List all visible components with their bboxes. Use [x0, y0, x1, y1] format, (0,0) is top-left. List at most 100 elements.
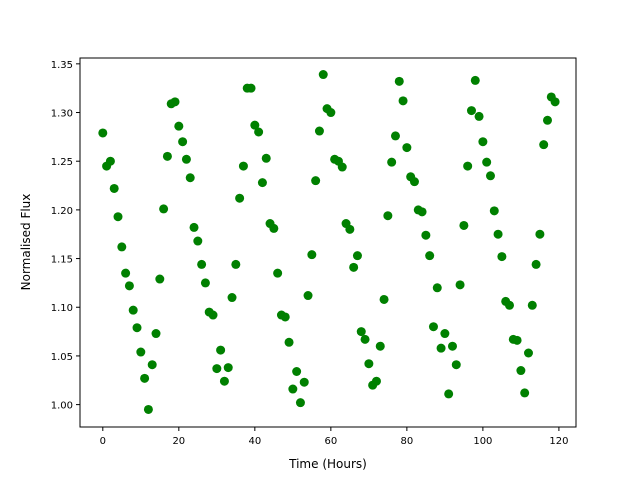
data-point: [189, 222, 199, 232]
data-point: [231, 259, 241, 269]
data-point: [523, 348, 533, 358]
y-tick-label: 1.05: [51, 352, 73, 363]
data-point: [235, 193, 245, 203]
y-tick-label: 1.00: [51, 401, 73, 412]
data-point: [402, 143, 412, 153]
data-points: [98, 70, 560, 414]
data-point: [497, 252, 507, 262]
data-point: [318, 70, 328, 80]
data-point: [417, 207, 427, 217]
data-point: [311, 176, 321, 186]
data-point: [409, 177, 419, 187]
data-point: [136, 347, 146, 357]
data-point: [181, 154, 191, 164]
data-point: [273, 268, 283, 278]
data-point: [482, 157, 492, 167]
data-point: [455, 280, 465, 290]
data-point: [238, 161, 248, 171]
data-point: [162, 151, 172, 161]
data-point: [326, 108, 336, 118]
data-point: [345, 224, 355, 234]
data-point: [425, 251, 435, 261]
data-point: [208, 310, 218, 320]
data-point: [288, 384, 298, 394]
data-point: [147, 360, 157, 370]
data-point: [185, 173, 195, 183]
data-point: [105, 156, 115, 166]
data-point: [531, 259, 541, 269]
data-point: [170, 97, 180, 107]
data-point: [444, 389, 454, 399]
data-point: [504, 300, 514, 310]
data-point: [535, 229, 545, 239]
data-point: [337, 162, 347, 172]
data-point: [352, 251, 362, 261]
data-point: [520, 388, 530, 398]
data-point: [451, 360, 461, 370]
data-point: [463, 161, 473, 171]
data-point: [223, 363, 233, 373]
data-point: [516, 366, 526, 376]
data-point: [493, 229, 503, 239]
data-point: [155, 274, 165, 284]
x-tick-label: 80: [400, 436, 413, 447]
data-point: [447, 341, 457, 351]
data-point: [132, 323, 142, 333]
x-tick-label: 60: [324, 436, 337, 447]
x-tick-label: 120: [549, 436, 568, 447]
data-point: [307, 250, 317, 260]
data-point: [254, 127, 264, 137]
data-point: [432, 283, 442, 293]
data-point: [246, 83, 256, 93]
data-point: [512, 335, 522, 345]
data-point: [466, 106, 476, 116]
data-point: [349, 262, 359, 272]
data-point: [151, 329, 161, 339]
data-point: [527, 300, 537, 310]
data-point: [387, 157, 397, 167]
data-point: [193, 236, 203, 246]
y-tick-label: 1.20: [51, 206, 73, 217]
data-point: [550, 97, 560, 107]
data-point: [295, 398, 305, 408]
plot-frame: [79, 57, 577, 428]
y-tick-label: 1.35: [51, 60, 73, 71]
data-point: [113, 212, 123, 222]
data-point: [398, 96, 408, 106]
data-point: [128, 305, 138, 315]
data-point: [219, 376, 229, 386]
x-tick-label: 40: [248, 436, 261, 447]
data-point: [178, 137, 188, 147]
data-point: [250, 120, 260, 130]
data-point: [143, 404, 153, 414]
data-point: [470, 75, 480, 85]
data-point: [375, 341, 385, 351]
data-point: [539, 140, 549, 150]
data-point: [390, 131, 400, 141]
data-point: [436, 343, 446, 353]
data-point: [257, 178, 267, 188]
data-point: [121, 268, 131, 278]
data-point: [197, 259, 207, 269]
data-point: [280, 312, 290, 322]
data-point: [109, 183, 119, 193]
data-point: [428, 322, 438, 332]
data-point: [261, 153, 271, 163]
data-point: [474, 111, 484, 121]
data-point: [379, 294, 389, 304]
data-point: [364, 359, 374, 369]
data-point: [212, 364, 222, 374]
data-point: [459, 220, 469, 230]
data-point: [299, 377, 309, 387]
data-point: [124, 281, 134, 291]
x-tick-label: 100: [473, 436, 492, 447]
data-point: [216, 345, 226, 355]
data-point: [314, 126, 324, 136]
data-point: [117, 242, 127, 252]
data-point: [440, 329, 450, 339]
data-point: [159, 204, 169, 214]
data-point: [200, 278, 210, 288]
data-point: [371, 376, 381, 386]
data-point: [542, 115, 552, 125]
y-tick-label: 1.10: [51, 303, 73, 314]
